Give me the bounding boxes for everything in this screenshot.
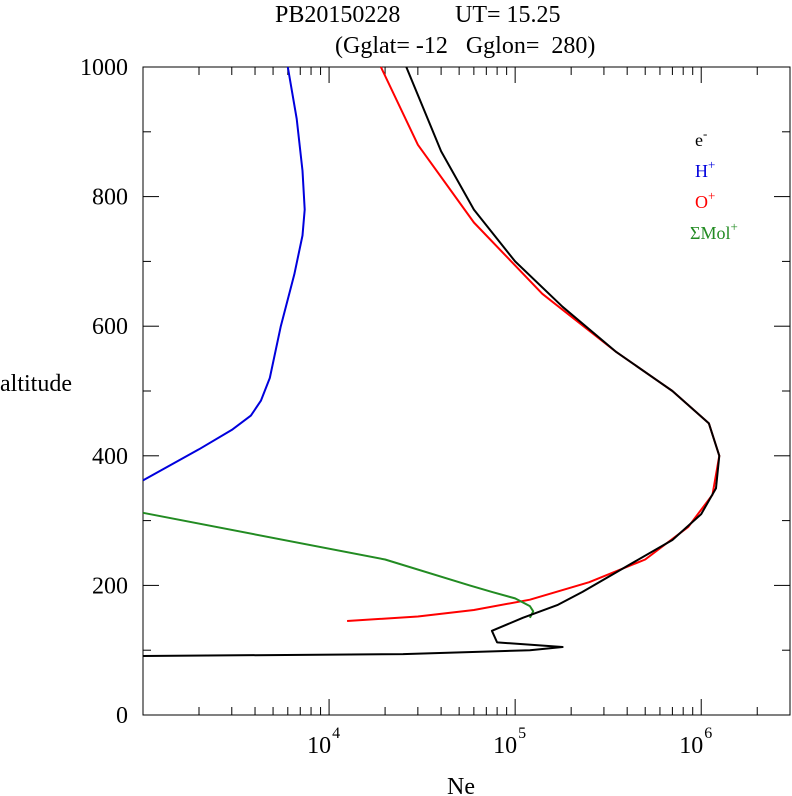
title-id: PB20150228	[275, 2, 400, 28]
x-tick-label-exponent: 6	[704, 725, 712, 742]
series-line	[347, 66, 721, 622]
legend-entry: H+	[695, 157, 715, 181]
y-tick-label: 600	[92, 314, 128, 340]
y-tick-label: 200	[92, 573, 128, 599]
x-tick-labels: 10 4 10 5 10 6	[307, 725, 712, 759]
series-lines	[142, 66, 721, 657]
title-coordinates: (Gglat= -12 Gglon= 280)	[335, 33, 595, 59]
y-tick-label: 1000	[80, 55, 128, 81]
y-tick-labels: 0 200 400 600 800 1000	[80, 55, 128, 729]
legend: e- H+ O+ ΣMol+	[690, 126, 738, 243]
legend-entry: e-	[695, 126, 707, 150]
axis-ticks	[143, 66, 790, 716]
series-line	[142, 66, 306, 482]
y-tick-label: 0	[116, 703, 128, 729]
x-axis-label: Ne	[447, 774, 475, 796]
x-tick-label-base: 10	[679, 733, 703, 759]
x-tick-label: 10 6	[679, 725, 712, 759]
title-ut: UT= 15.25	[455, 2, 561, 28]
y-tick-label: 400	[92, 444, 128, 470]
series-line	[142, 66, 721, 657]
x-tick-label-base: 10	[307, 733, 331, 759]
x-tick-label: 10 5	[493, 725, 526, 759]
legend-entry: ΣMol+	[690, 219, 738, 243]
series-line	[142, 511, 535, 619]
x-tick-label-base: 10	[493, 733, 517, 759]
x-tick-label-exponent: 5	[518, 725, 526, 742]
y-axis-label: altitude	[0, 371, 72, 397]
x-tick-label-exponent: 4	[332, 725, 340, 742]
x-tick-label: 10 4	[307, 725, 340, 759]
plot-frame	[142, 66, 791, 716]
legend-entry: O+	[695, 188, 715, 212]
y-tick-label: 800	[92, 185, 128, 211]
